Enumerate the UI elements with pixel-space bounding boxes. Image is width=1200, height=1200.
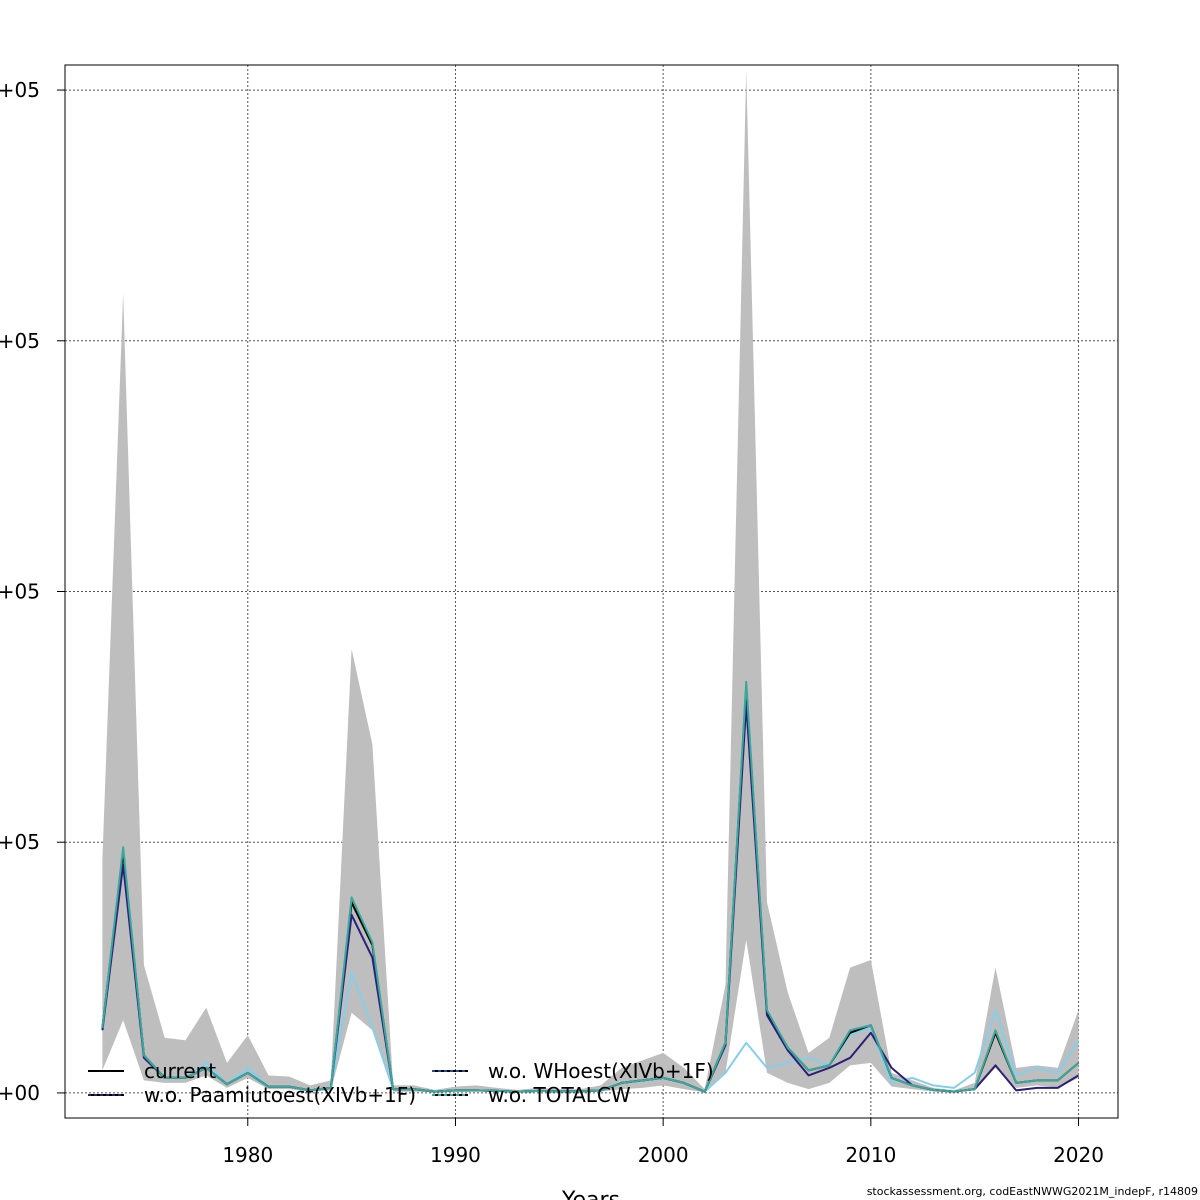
- legend-w-o-totalcw-label: w.o. TOTALCW: [488, 1083, 631, 1107]
- series-line-current: [101, 685, 1080, 1093]
- y-tick-label-0: +00: [0, 1081, 40, 1105]
- x-tick-label-1980: 1980: [222, 1143, 273, 1167]
- series-line-w-o-paamiutoest-xivb-1f-: [101, 703, 1080, 1093]
- grid: [65, 65, 1118, 1118]
- x-axis: 1980 1990 2000 2010 2020: [222, 1118, 1104, 1167]
- y-tick-label-2: +05: [0, 580, 40, 604]
- legend-current-label: current: [144, 1059, 216, 1083]
- legend-w-o-whoest-xivb-1f--label: w.o. WHoest(XIVb+1F): [488, 1059, 714, 1083]
- confidence-band: [102, 70, 1079, 1093]
- series-line-w-o-totalcw: [101, 680, 1080, 1093]
- x-tick-label-1990: 1990: [430, 1143, 481, 1167]
- confidence-band-area: [102, 70, 1079, 1093]
- x-axis-label: Years: [561, 1188, 620, 1200]
- y-tick-label-4: +05: [0, 78, 40, 102]
- series-lines: [101, 680, 1080, 1093]
- x-tick-label-2000: 2000: [638, 1143, 689, 1167]
- x-tick-label-2020: 2020: [1053, 1143, 1104, 1167]
- y-tick-label-1: +05: [0, 830, 40, 854]
- footer-credit: stockassessment.org, codEastNWWG2021M_in…: [866, 1185, 1198, 1198]
- legend-w-o-paamiutoest-xivb-1f--label: w.o. Paamiutoest(XIVb+1F): [144, 1083, 416, 1107]
- x-tick-label-2010: 2010: [845, 1143, 896, 1167]
- y-axis: +00 +05 +05 +05 +05: [0, 78, 65, 1105]
- y-tick-label-3: +05: [0, 329, 40, 353]
